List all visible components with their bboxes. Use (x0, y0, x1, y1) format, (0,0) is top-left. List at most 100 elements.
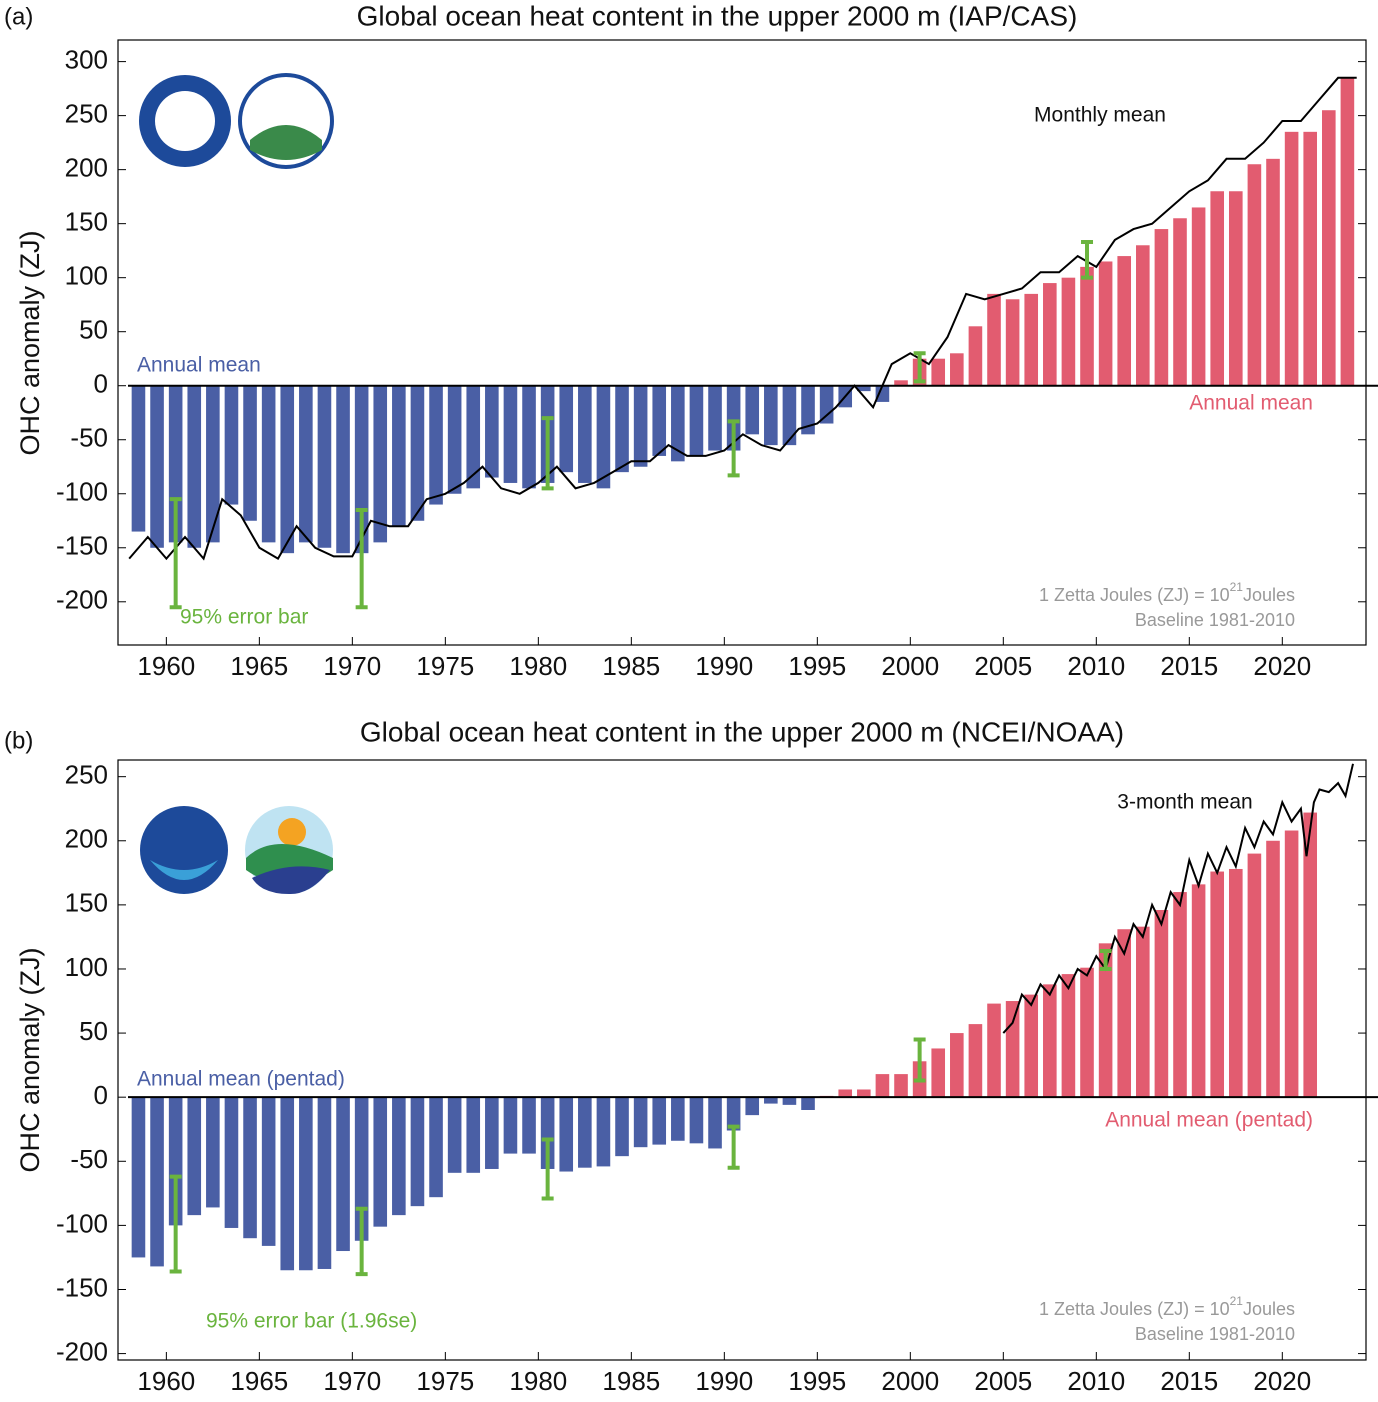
unit-note-text: 1 Zetta Joules (ZJ) = 10 (1039, 585, 1230, 605)
bar (1173, 218, 1187, 386)
logo (155, 91, 215, 151)
bar (801, 385, 815, 435)
bar (224, 385, 239, 505)
x-tick-label: 1985 (602, 1366, 660, 1396)
y-tick-label: 100 (65, 261, 108, 291)
y-tick-label: 200 (65, 824, 108, 854)
bar (131, 385, 146, 532)
x-tick-label: 1990 (695, 651, 753, 681)
bar (429, 385, 443, 505)
bar (1005, 299, 1020, 386)
bar (652, 385, 667, 456)
x-tick-label: 2020 (1253, 651, 1311, 681)
y-tick-label: -150 (56, 1272, 108, 1302)
bar (1080, 266, 1094, 386)
bar (522, 1097, 536, 1154)
error-bar (1081, 240, 1094, 280)
logo (250, 125, 322, 160)
bar (1117, 929, 1132, 1098)
bar (485, 385, 499, 478)
bar (224, 1097, 239, 1228)
bar (168, 385, 183, 543)
x-tick-label: 1985 (602, 651, 660, 681)
y-axis-label: OHC anomaly (ZJ) (15, 947, 45, 1172)
bar (671, 1097, 685, 1141)
bar (1024, 293, 1039, 386)
line-label: 3-month mean (1117, 791, 1252, 814)
line-label: Monthly mean (1034, 104, 1166, 127)
bar (987, 293, 1001, 386)
error-bar (169, 1174, 182, 1274)
bar (410, 1097, 425, 1207)
bar (187, 1097, 202, 1216)
bar (819, 385, 834, 424)
bar (559, 385, 574, 473)
bar (392, 1097, 406, 1216)
bar (540, 1097, 555, 1169)
bar (1173, 892, 1187, 1098)
bar (782, 1097, 797, 1105)
bar (764, 385, 778, 446)
bar (373, 385, 388, 543)
bar (1191, 207, 1206, 386)
bar (708, 385, 722, 451)
y-tick-label: 100 (65, 952, 108, 982)
x-tick-label: 1975 (416, 1366, 474, 1396)
x-tick-label: 1995 (788, 1366, 846, 1396)
bar (968, 326, 983, 386)
bar (206, 385, 220, 543)
baseline-note: Baseline 1981-2010 (1135, 610, 1295, 630)
bar (1229, 191, 1243, 386)
error-bar-label: 95% error bar (180, 606, 308, 629)
mean-line (128, 76, 1357, 561)
unit-note: 1 Zetta Joules (ZJ) = 1021Joules (1039, 580, 1295, 605)
bar (745, 1097, 760, 1116)
bar (838, 1089, 853, 1098)
bar (950, 1033, 964, 1098)
bar (1080, 967, 1094, 1098)
bar (243, 385, 257, 521)
x-tick-label: 1960 (137, 1366, 195, 1396)
mean-line (1002, 763, 1354, 1034)
y-tick-label: 300 (65, 44, 108, 74)
y-tick-label: -200 (56, 585, 108, 615)
unit-note-text: 1 Zetta Joules (ZJ) = 10 (1039, 1299, 1230, 1319)
bar (1136, 926, 1150, 1098)
x-tick-label: 1965 (230, 1366, 288, 1396)
bar (857, 1089, 871, 1098)
bar (466, 1097, 481, 1173)
y-tick-label: 250 (65, 99, 108, 129)
panel-label: (b) (4, 727, 33, 754)
annual-label-positive: Annual mean (pentad) (1105, 1109, 1313, 1132)
x-tick-label: 2010 (1067, 651, 1125, 681)
x-tick-label: 2010 (1067, 1366, 1125, 1396)
bar (894, 1074, 908, 1098)
bar (168, 1097, 183, 1226)
bar (1154, 910, 1169, 1098)
error-bar (355, 1206, 368, 1277)
x-tick-label: 2015 (1160, 1366, 1218, 1396)
bar (894, 380, 908, 386)
annual-label-negative: Annual mean (pentad) (137, 1068, 345, 1091)
bar (745, 385, 760, 435)
panel-label: (a) (4, 3, 33, 30)
y-tick-label: -100 (56, 477, 108, 507)
error-bar (355, 507, 368, 610)
x-tick-label: 1970 (323, 1366, 381, 1396)
bar (1024, 994, 1039, 1098)
bar (1191, 884, 1206, 1098)
bar (261, 1097, 276, 1246)
bar (1210, 871, 1225, 1098)
logo (140, 806, 228, 894)
annual-label-positive: Annual mean (1189, 392, 1313, 415)
bar (1322, 110, 1336, 386)
bar (931, 358, 946, 386)
bar (336, 385, 350, 554)
bar (652, 1097, 667, 1145)
error-bar (1099, 949, 1112, 971)
error-bar (727, 419, 740, 478)
unit-note-suffix: Joules (1243, 1299, 1295, 1319)
bar (447, 1097, 462, 1173)
bar (708, 1097, 722, 1149)
